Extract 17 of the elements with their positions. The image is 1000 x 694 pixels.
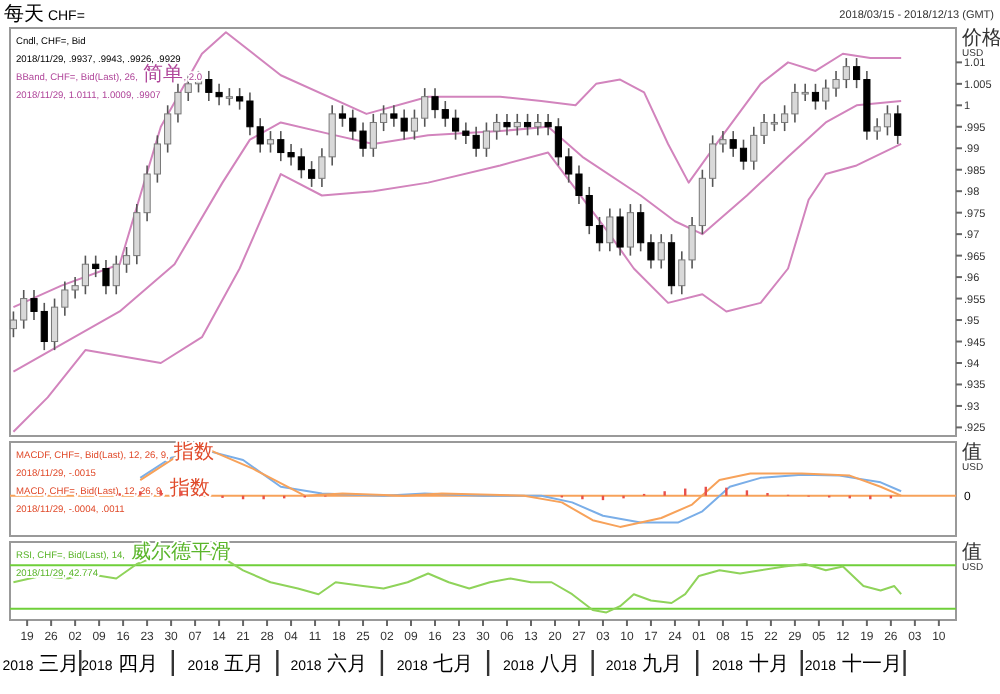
- candlestick: [266, 130, 275, 154]
- candlestick: [626, 203, 634, 257]
- candlestick: [534, 113, 542, 137]
- candlestick: [811, 83, 820, 111]
- candlestick: [513, 113, 521, 137]
- candlestick: [606, 207, 614, 253]
- candlestick: [657, 233, 665, 270]
- line-series: [12, 31, 903, 309]
- candlestick: [523, 113, 532, 137]
- line-series: [12, 142, 903, 433]
- candlestick: [503, 113, 511, 137]
- candlestick: [616, 207, 624, 257]
- ylabel: 值: [962, 542, 982, 564]
- candlestick: [667, 233, 676, 296]
- line-series: [12, 100, 903, 373]
- ylabel: 值: [962, 442, 982, 464]
- candlestick: [894, 104, 902, 145]
